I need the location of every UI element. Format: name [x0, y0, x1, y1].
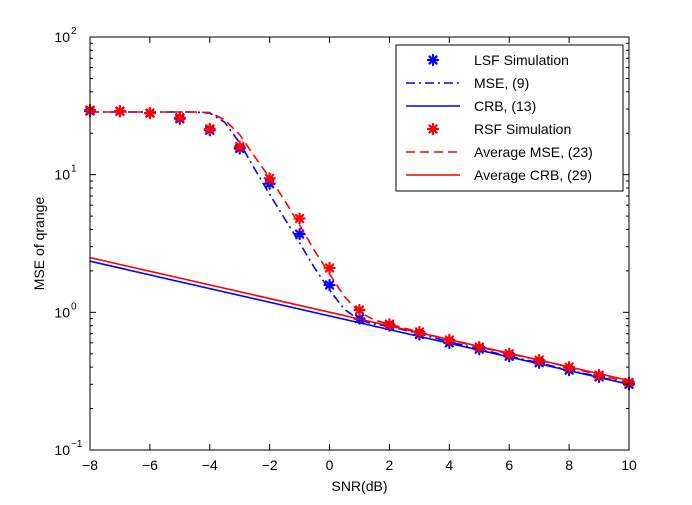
legend-label-1: MSE, (9): [474, 75, 529, 91]
series-line-5: [89, 256, 630, 382]
marker-0-7: [293, 228, 306, 241]
legend-marker-0: [426, 53, 440, 67]
y-tick-label-0: 10: [54, 442, 70, 458]
y-tick-label-1: 10: [54, 304, 70, 320]
x-tick-label-8: 8: [565, 457, 573, 473]
y-tick-exponent-1: 0: [71, 301, 77, 312]
y-tick-exponent-0: −1: [71, 439, 83, 450]
marker-3-5: [233, 140, 246, 153]
y-tick-exponent-3: 2: [71, 26, 77, 37]
legend-label-0: LSF Simulation: [474, 52, 569, 68]
marker-3-8: [323, 261, 336, 275]
marker-3-7: [293, 212, 306, 225]
marker-3-9: [353, 303, 366, 317]
marker-3-2: [143, 107, 156, 120]
legend: LSF Simulation MSE, (9) CRB, (13) RSF Simul…: [395, 44, 624, 192]
marker-3-10: [383, 318, 396, 331]
marker-3-1: [113, 104, 127, 118]
x-tick-label-9: 10: [621, 457, 637, 473]
x-tick-label-2: −4: [202, 457, 218, 473]
series-5: [89, 256, 630, 382]
y-axis-label: MSE of qrange: [31, 197, 47, 291]
marker-3-4: [203, 122, 216, 136]
legend-label-4: Average MSE, (23): [474, 144, 593, 160]
legend-box: [395, 44, 624, 192]
x-tick-label-6: 4: [445, 457, 453, 473]
y-tick-exponent-2: 1: [71, 164, 77, 175]
x-tick-label-5: 2: [386, 457, 394, 473]
legend-label-5: Average CRB, (29): [474, 167, 592, 183]
legend-label-3: RSF Simulation: [474, 121, 571, 137]
x-tick-label-4: 0: [326, 457, 334, 473]
y-tick-label-2: 10: [54, 167, 70, 183]
legend-marker-3: [426, 122, 440, 136]
marker-0-8: [323, 278, 336, 292]
x-tick-label-0: −8: [82, 457, 98, 473]
x-tick-label-1: −6: [142, 457, 158, 473]
legend-label-2: CRB, (13): [474, 98, 536, 114]
x-axis-label: SNR(dB): [331, 478, 387, 494]
y-tick-label-3: 10: [54, 29, 70, 45]
series-layer: [83, 103, 636, 391]
marker-3-3: [173, 111, 186, 124]
x-tick-label-7: 6: [505, 457, 513, 473]
plot-area: [89, 36, 630, 451]
x-tick-label-3: −2: [262, 457, 278, 473]
